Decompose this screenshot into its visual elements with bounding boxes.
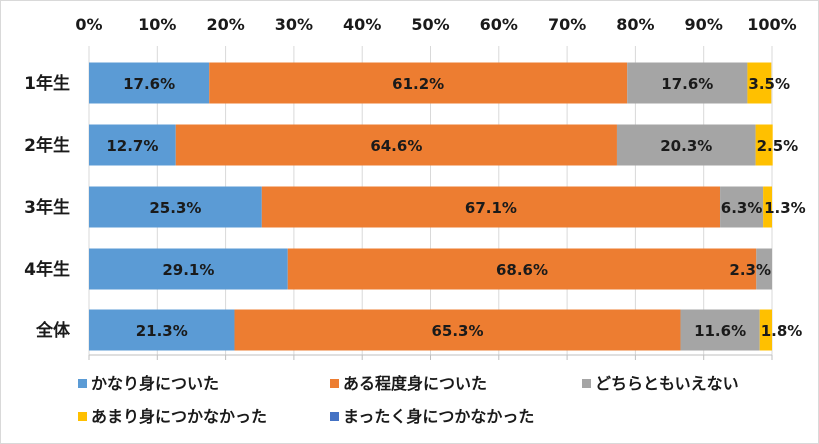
legend-label: あまり身につかなかった	[91, 407, 267, 426]
bar-segment	[234, 309, 681, 351]
bar-segment	[209, 62, 628, 104]
legend-label: まったく身につかなかった	[343, 407, 534, 426]
legend-swatch	[78, 379, 87, 388]
data-label: 6.3%	[721, 199, 763, 217]
legend-item: あまり身につかなかった	[78, 407, 267, 426]
bar-segment	[747, 62, 772, 104]
bar-segment	[755, 124, 773, 166]
legend-swatch	[78, 412, 87, 421]
x-tick-label: 70%	[548, 15, 586, 34]
bar-segment	[287, 248, 757, 290]
x-tick-label: 30%	[275, 15, 313, 34]
x-tick-label: 40%	[343, 15, 381, 34]
category-label: 2年生	[24, 135, 70, 156]
legend-swatch	[582, 379, 591, 388]
x-tick-label: 80%	[616, 15, 654, 34]
data-label: 1.3%	[764, 199, 806, 217]
data-label: 2.3%	[729, 261, 771, 279]
data-label: 11.6%	[694, 322, 746, 340]
legend-item: かなり身についた	[78, 374, 219, 393]
bar-segment	[89, 248, 288, 290]
category-label: 3年生	[24, 197, 70, 218]
bar-segment	[175, 124, 617, 166]
data-label: 2.5%	[757, 137, 799, 155]
bars	[89, 62, 773, 351]
bar-segment	[616, 124, 756, 166]
x-tick-label: 50%	[411, 15, 449, 34]
bar-segment	[261, 186, 721, 228]
data-label: 20.3%	[660, 137, 712, 155]
data-label: 17.6%	[123, 75, 175, 93]
data-label: 65.3%	[431, 322, 483, 340]
legend-swatch	[330, 412, 339, 421]
x-tick-label: 90%	[685, 15, 723, 34]
bar-segment	[89, 186, 262, 228]
data-label: 3.5%	[748, 75, 790, 93]
data-label: 17.6%	[661, 75, 713, 93]
bar-segment	[763, 186, 772, 228]
x-tick-label: 0%	[75, 15, 102, 34]
x-tick-label: 100%	[747, 15, 796, 34]
legend-item: ある程度身についた	[330, 374, 487, 393]
bar-segment	[89, 124, 176, 166]
x-axis-ticks: 0% 10% 20% 30% 40% 50% 60% 70% 80% 90% 100%	[75, 15, 796, 34]
bar-segment	[756, 248, 772, 290]
bar-segment	[720, 186, 764, 228]
legend-label: かなり身についた	[91, 374, 219, 393]
bar-segment	[89, 309, 235, 351]
data-label: 64.6%	[370, 137, 422, 155]
x-tick-label: 60%	[480, 15, 518, 34]
legend-swatch	[330, 379, 339, 388]
legend-item: どちらともいえない	[582, 374, 739, 393]
legend-label: ある程度身についた	[343, 374, 487, 393]
bar-segment	[89, 62, 210, 104]
x-tick-label: 10%	[138, 15, 176, 34]
bar-segment	[759, 309, 772, 351]
data-label: 29.1%	[162, 261, 214, 279]
data-label: 1.8%	[761, 322, 803, 340]
category-label: 全体	[35, 320, 71, 341]
legend-item: まったく身につかなかった	[330, 407, 534, 426]
category-label: 4年生	[24, 259, 70, 280]
data-label: 61.2%	[392, 75, 444, 93]
data-label: 68.6%	[496, 261, 548, 279]
bar-segment	[627, 62, 748, 104]
x-tick-label: 20%	[206, 15, 244, 34]
bar-segment	[680, 309, 760, 351]
data-label: 12.7%	[106, 137, 158, 155]
data-labels: 17.6% 61.2% 17.6% 3.5% 12.7% 64.6% 20.3% 2.5% 25…	[106, 75, 805, 340]
category-label: 1年生	[24, 73, 70, 94]
data-label: 67.1%	[465, 199, 517, 217]
data-label: 21.3%	[136, 322, 188, 340]
legend-label: どちらともいえない	[595, 374, 739, 393]
data-label: 25.3%	[149, 199, 201, 217]
